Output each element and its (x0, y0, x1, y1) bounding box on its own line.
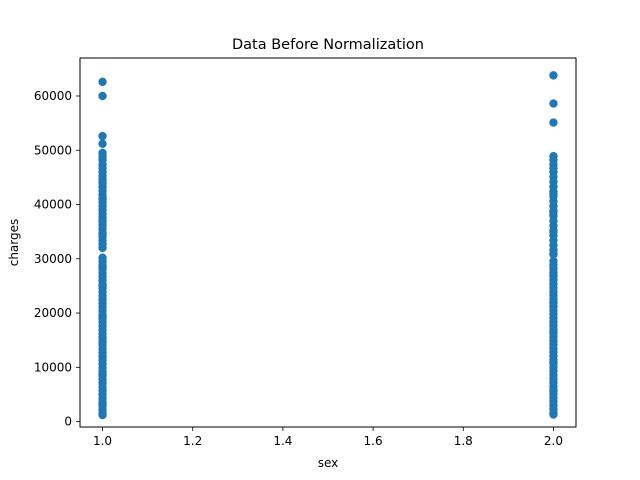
data-point (549, 297, 558, 307)
data-point (98, 410, 107, 420)
y-tick-label: 0 (64, 415, 72, 429)
y-tick-label: 30000 (34, 252, 72, 266)
y-tick-label: 40000 (34, 198, 72, 212)
data-point (98, 338, 107, 348)
x-tick-label: 1.0 (93, 434, 112, 448)
data-point (549, 387, 558, 396)
data-point (98, 400, 107, 409)
data-point (549, 208, 558, 217)
y-tick-label: 20000 (34, 306, 72, 320)
x-tick-label: 1.2 (183, 434, 202, 448)
y-axis-ticks: 0 10000 20000 30000 40000 50000 60000 (34, 89, 80, 429)
data-point (98, 131, 107, 141)
x-tick-label: 1.4 (273, 434, 292, 448)
data-points (98, 71, 558, 420)
data-point (98, 139, 107, 148)
x-tick-label: 2.0 (544, 434, 563, 448)
x-tick-label: 1.6 (364, 434, 383, 448)
y-tick-label: 10000 (34, 360, 72, 374)
data-point (549, 118, 558, 127)
data-point (549, 71, 558, 80)
data-point (549, 327, 558, 337)
data-point (98, 194, 107, 204)
data-point (98, 311, 107, 320)
data-point (549, 249, 558, 258)
data-point (549, 189, 558, 198)
data-point (549, 227, 558, 236)
data-point (549, 357, 558, 367)
x-axis-label: sex (318, 456, 339, 470)
y-axis-label: charges (7, 219, 21, 267)
data-point (98, 281, 107, 291)
data-point (549, 270, 558, 280)
data-point (98, 178, 107, 188)
data-point (98, 216, 107, 225)
x-tick-label: 1.8 (454, 434, 473, 448)
data-point (98, 230, 107, 239)
y-tick-label: 60000 (34, 89, 72, 103)
data-point (98, 77, 107, 87)
chart-title: Data Before Normalization (232, 37, 424, 53)
data-point (98, 370, 107, 379)
data-point (549, 410, 558, 419)
x-axis-ticks: 1.0 1.2 1.4 1.6 1.8 2.0 (93, 427, 563, 448)
plot-area (79, 57, 577, 428)
data-point (98, 91, 107, 101)
y-tick-label: 50000 (34, 143, 72, 157)
data-point (98, 262, 107, 272)
data-point (98, 243, 107, 253)
data-point (549, 99, 558, 108)
